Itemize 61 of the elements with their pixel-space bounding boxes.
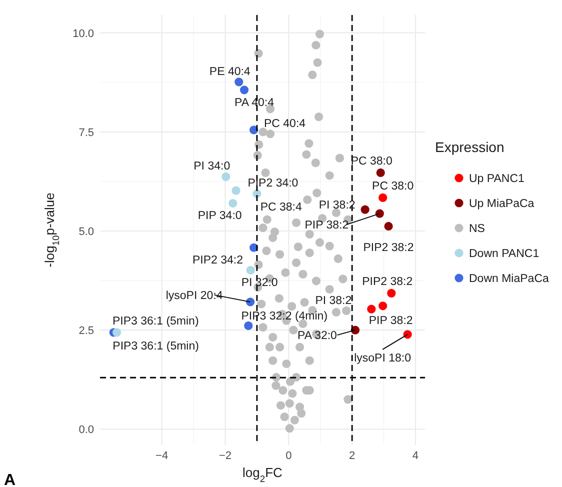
point bbox=[244, 321, 253, 330]
point bbox=[387, 288, 396, 298]
point bbox=[376, 168, 385, 178]
annotation: PIP 38:2 bbox=[368, 314, 413, 327]
legend-label: Down MiaPaCa bbox=[469, 273, 550, 285]
point bbox=[378, 302, 388, 310]
annotation: PI 38:2 bbox=[318, 200, 356, 212]
point bbox=[222, 172, 230, 181]
legend-label: Up PANC1 bbox=[469, 173, 524, 185]
annotation: PIP2 34:0 bbox=[248, 178, 298, 190]
text: A bbox=[4, 472, 16, 487]
point bbox=[360, 205, 370, 214]
legend-title: Expression bbox=[435, 139, 504, 155]
x-axis-title: log$_{2}$FC bbox=[242, 465, 282, 484]
point bbox=[232, 186, 240, 195]
y-tick-label: 2.5 bbox=[78, 325, 94, 338]
annotation: PC 38:0 bbox=[372, 180, 414, 193]
point bbox=[228, 198, 238, 208]
annotation: PIP3 36:1 (5min) bbox=[112, 315, 199, 328]
annotation: PI 32:0 bbox=[241, 277, 278, 290]
x-tick-label: 0 bbox=[286, 450, 292, 462]
legend-label: Down PANC1 bbox=[469, 248, 540, 260]
annotation: PA 32:0 bbox=[298, 330, 337, 342]
y-tick-label: 7.5 bbox=[78, 126, 94, 139]
point bbox=[249, 243, 258, 252]
annotation: PIP3 36:1 (5min) bbox=[112, 340, 200, 352]
annotation: PIP2 38:2 bbox=[362, 276, 413, 288]
annotation: PE 40:4 bbox=[209, 66, 251, 78]
y-tick-label: 5.0 bbox=[78, 226, 94, 238]
x-tick-label: −2 bbox=[218, 450, 232, 462]
point bbox=[249, 126, 258, 134]
annotation: PI 38:2 bbox=[315, 295, 352, 308]
point bbox=[375, 209, 384, 218]
annotation: PI 34:0 bbox=[194, 160, 230, 173]
point bbox=[234, 78, 244, 86]
annotation: lysoPI 18:0 bbox=[354, 352, 412, 364]
annotation: lysoPI 20:4 bbox=[166, 290, 224, 302]
legend-label: Up MiaPaCa bbox=[469, 198, 535, 210]
point bbox=[378, 193, 388, 202]
y-tick-label: 10.0 bbox=[72, 28, 94, 40]
point bbox=[252, 189, 262, 198]
point bbox=[367, 304, 376, 314]
y-tick-label: 0.0 bbox=[78, 424, 94, 436]
point bbox=[240, 86, 249, 94]
annotation: PIP2 38:2 bbox=[363, 242, 414, 254]
annotation: PIP2 34:2 bbox=[192, 254, 244, 267]
annotation: PC 38:0 bbox=[350, 156, 392, 168]
annotation: PC 38:4 bbox=[260, 202, 302, 214]
x-tick-label: 2 bbox=[349, 450, 356, 462]
point bbox=[246, 266, 255, 275]
point bbox=[246, 298, 255, 306]
point bbox=[112, 328, 122, 337]
legend-label: NS bbox=[469, 223, 486, 235]
point bbox=[384, 222, 393, 231]
annotation: PIP 38:2 bbox=[304, 220, 349, 232]
x-tick-label: 4 bbox=[412, 450, 419, 462]
annotation: PIP3 32:2 (4min) bbox=[241, 310, 328, 323]
x-tick-label: −4 bbox=[156, 450, 168, 462]
annotation: PA 40:4 bbox=[234, 96, 275, 109]
annotation: PC 40:4 bbox=[264, 118, 306, 130]
annotation: PIP 34:0 bbox=[198, 210, 242, 222]
